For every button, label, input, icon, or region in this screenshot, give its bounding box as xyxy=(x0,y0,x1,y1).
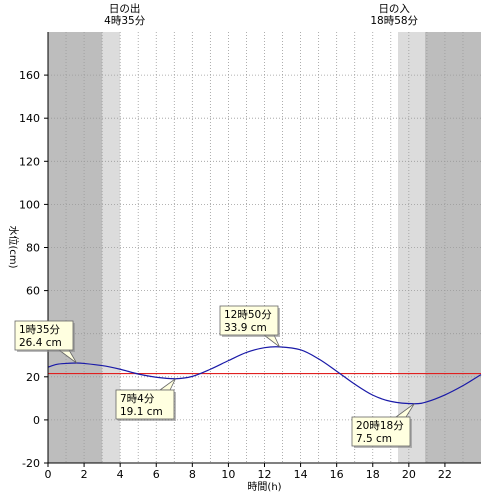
tide-series-line xyxy=(47,346,482,405)
x-tick-label: 22 xyxy=(438,468,452,481)
y-tick-label: 60 xyxy=(26,285,40,298)
sunrise-time: 4時35分 xyxy=(104,15,146,27)
callout-time: 12時50分 xyxy=(224,309,272,321)
callout-time: 7時4分 xyxy=(120,393,155,405)
x-tick-label: 0 xyxy=(45,468,52,481)
x-tick-label: 6 xyxy=(153,468,160,481)
y-tick-label: 140 xyxy=(19,112,40,125)
x-tick-label: 12 xyxy=(258,468,272,481)
callout-value: 19.1 cm xyxy=(120,406,163,418)
sunrise-label: 日の出 xyxy=(109,2,141,15)
x-tick-label: 18 xyxy=(366,468,380,481)
y-tick-label: 120 xyxy=(19,155,40,168)
x-tick-label: 10 xyxy=(221,468,235,481)
callout-box xyxy=(351,416,411,447)
callout-time: 20時18分 xyxy=(356,420,404,432)
x-axis-title: 時間(h) xyxy=(247,481,281,493)
sunset-label: 日の入 xyxy=(378,3,410,15)
x-tick-label: 4 xyxy=(117,468,124,481)
y-tick-label: 80 xyxy=(26,242,40,255)
callout-time: 1時35分 xyxy=(19,324,61,336)
y-tick-label: 20 xyxy=(26,371,40,384)
x-tick-label: 8 xyxy=(189,468,196,481)
callout-value: 26.4 cm xyxy=(19,337,62,349)
y-tick-label: 0 xyxy=(33,414,40,427)
x-tick-label: 20 xyxy=(402,468,416,481)
callout-value: 7.5 cm xyxy=(356,433,392,445)
callout-box xyxy=(14,320,74,351)
callout-value: 33.9 cm xyxy=(224,322,267,334)
y-axis-title: 水位(cm) xyxy=(7,225,20,268)
callout-box xyxy=(219,305,279,336)
x-tick-label: 16 xyxy=(330,468,344,481)
callout-box xyxy=(115,389,175,420)
y-tick-label: -20 xyxy=(22,457,40,470)
sunset-time: 18時58分 xyxy=(370,15,418,27)
y-tick-label: 100 xyxy=(19,198,40,211)
y-tick-label: 160 xyxy=(19,69,40,82)
x-tick-label: 14 xyxy=(294,468,308,481)
x-tick-label: 2 xyxy=(81,468,88,481)
